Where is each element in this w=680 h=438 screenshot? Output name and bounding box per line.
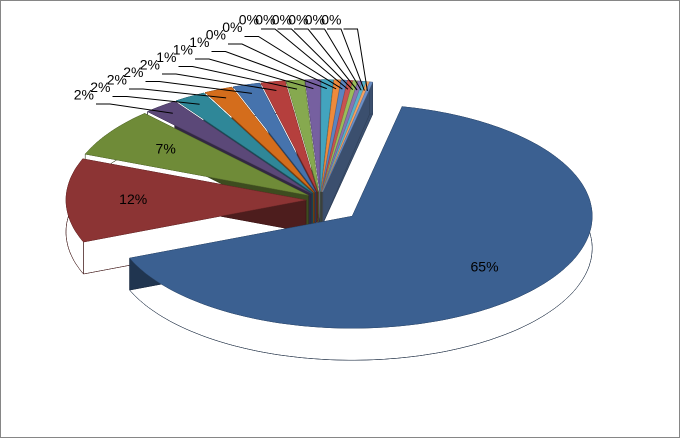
slice — [175, 92, 313, 194]
leader-line — [244, 36, 343, 90]
leader-line — [277, 28, 354, 90]
data-label: 2% — [74, 87, 94, 103]
leader-line — [112, 96, 200, 105]
data-label: 0% — [239, 12, 259, 28]
leader-line — [228, 43, 337, 90]
data-label: 12% — [119, 191, 147, 207]
leader-line — [294, 28, 358, 91]
leader-line — [129, 88, 227, 99]
slice-side — [322, 81, 374, 224]
pie-tops — [65, 79, 593, 329]
data-label: 0% — [288, 12, 308, 28]
slice — [84, 113, 309, 196]
data-label: 0% — [255, 12, 275, 28]
slice — [260, 80, 318, 192]
data-label: 0% — [321, 12, 341, 28]
data-label: 2% — [90, 79, 110, 95]
data-label: 1% — [156, 49, 176, 65]
data-label: 65% — [471, 259, 499, 275]
data-label: 7% — [156, 141, 176, 157]
leader-line — [96, 103, 173, 114]
slice — [129, 106, 593, 329]
leader-line — [162, 73, 277, 91]
slice — [321, 79, 348, 192]
data-label: 2% — [107, 72, 127, 88]
data-label: 0% — [206, 27, 226, 43]
leader-line — [261, 28, 349, 90]
data-label: 2% — [140, 57, 160, 73]
leader-line — [195, 58, 314, 90]
leader-line — [145, 81, 252, 94]
slice — [304, 79, 321, 192]
leader-line — [178, 66, 298, 90]
leader-line — [310, 28, 362, 91]
slice — [320, 79, 342, 192]
data-label: 0% — [305, 12, 325, 28]
slice — [65, 158, 307, 243]
data-label: 1% — [189, 34, 209, 50]
data-labels: 65%12%7%2%2%2%2%2%1%1%1%0%0%0%0%0%0%0%0% — [74, 12, 499, 275]
slice — [204, 86, 315, 193]
leader-line — [211, 51, 327, 90]
leader-line — [327, 28, 365, 91]
leader-line — [343, 28, 368, 91]
data-label: 0% — [222, 19, 242, 35]
data-label: 2% — [123, 64, 143, 80]
slice — [232, 82, 317, 193]
data-label: 1% — [173, 42, 193, 58]
slice — [322, 81, 374, 192]
data-label: 0% — [272, 12, 292, 28]
